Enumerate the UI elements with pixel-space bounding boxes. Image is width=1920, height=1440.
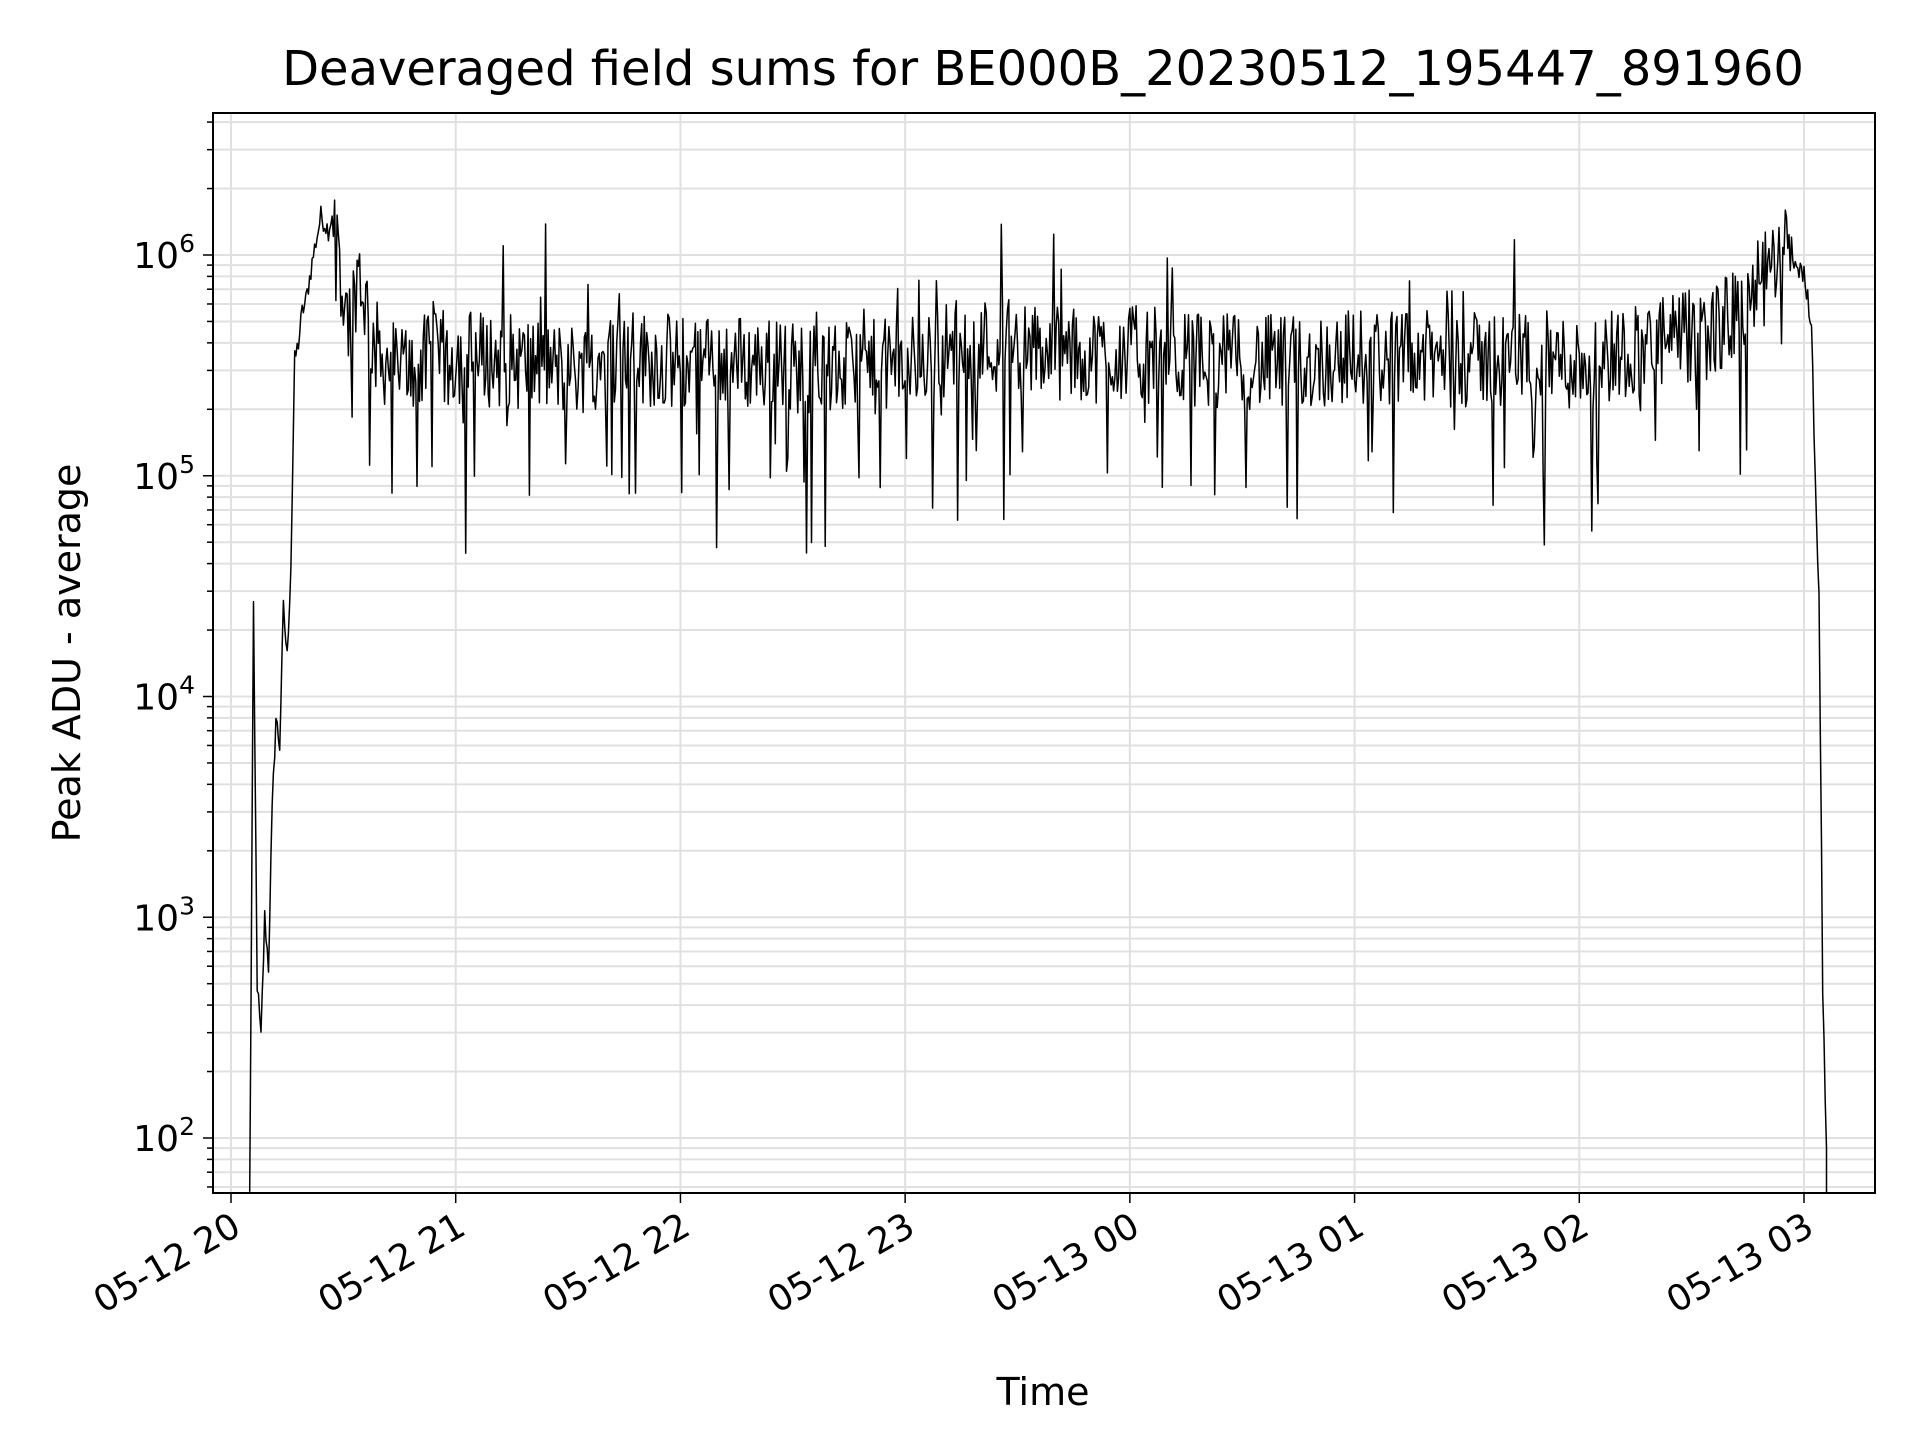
y-tick-label: 106 xyxy=(133,229,195,277)
x-tick-label: 05-13 03 xyxy=(1660,1205,1821,1321)
x-axis: 05-12 20 05-12 21 05-12 22 05-12 23 05-13 00… xyxy=(87,1193,1821,1322)
plot-frame xyxy=(212,112,1876,1194)
x-tick-label: 05-12 21 xyxy=(312,1205,473,1321)
x-tick-label: 05-13 02 xyxy=(1435,1205,1596,1321)
y-axis-label: Peak ADU - average xyxy=(45,464,89,843)
x-tick-label: 05-12 23 xyxy=(761,1205,922,1321)
y-tick-label: 102 xyxy=(133,1112,195,1160)
x-tick-label: 05-12 22 xyxy=(536,1205,697,1321)
y-tick-label: 103 xyxy=(133,891,195,939)
series-line xyxy=(248,199,1828,1193)
x-tick-label: 05-13 01 xyxy=(1210,1205,1371,1321)
grid xyxy=(213,113,1875,1193)
y-axis: 102 103 104 105 106 xyxy=(133,121,213,1188)
x-axis-label: Time xyxy=(996,1370,1090,1414)
chart-title: Deaveraged field sums for BE000B_2023051… xyxy=(282,41,1804,97)
x-tick-label: 05-13 00 xyxy=(986,1205,1147,1321)
y-tick-label: 105 xyxy=(133,450,195,498)
y-tick-label: 104 xyxy=(133,671,195,719)
x-tick-label: 05-12 20 xyxy=(87,1205,248,1321)
